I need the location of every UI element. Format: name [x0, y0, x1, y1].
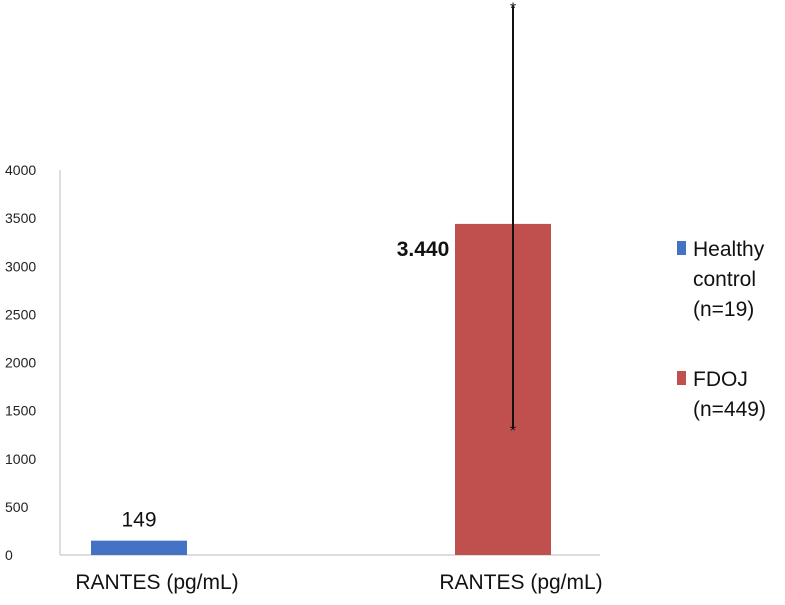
bar — [455, 223, 551, 555]
y-tick-label: 1000 — [5, 451, 36, 467]
x-axis-category-labels: RANTES (pg/mL) RANTES (pg/mL) — [75, 571, 602, 594]
x-tick-label: RANTES (pg/mL) — [439, 571, 602, 594]
y-tick-label: 3500 — [5, 210, 36, 226]
data-labels: 149 3.440 — [121, 238, 449, 532]
legend-label: FDOJ — [693, 368, 748, 391]
error-bars: ** — [510, 0, 516, 440]
legend: Healthy control (n=19) FDOJ (n=449) — [677, 238, 766, 421]
bars — [91, 223, 551, 555]
bar — [91, 540, 187, 555]
legend-swatch — [677, 371, 686, 385]
legend-label: (n=19) — [693, 298, 754, 321]
x-tick-label: RANTES (pg/mL) — [75, 571, 238, 594]
y-tick-label: 3000 — [5, 258, 36, 274]
y-tick-label: 500 — [5, 499, 29, 515]
error-bar-cap: * — [510, 423, 516, 440]
error-bar-cap: * — [510, 0, 516, 17]
y-tick-label: 1500 — [5, 403, 36, 419]
y-axis-ticks: 0 500 1000 1500 2000 2500 3000 3500 4000 — [5, 162, 36, 563]
y-tick-label: 4000 — [5, 162, 36, 178]
legend-swatch — [677, 241, 686, 255]
y-tick-label: 0 — [5, 547, 13, 563]
legend-label: (n=449) — [693, 398, 766, 421]
data-label: 3.440 — [397, 238, 450, 261]
y-tick-label: 2500 — [5, 306, 36, 322]
legend-label: control — [693, 268, 756, 291]
legend-label: Healthy — [693, 238, 765, 261]
y-tick-label: 2000 — [5, 355, 36, 371]
data-label: 149 — [121, 509, 156, 532]
